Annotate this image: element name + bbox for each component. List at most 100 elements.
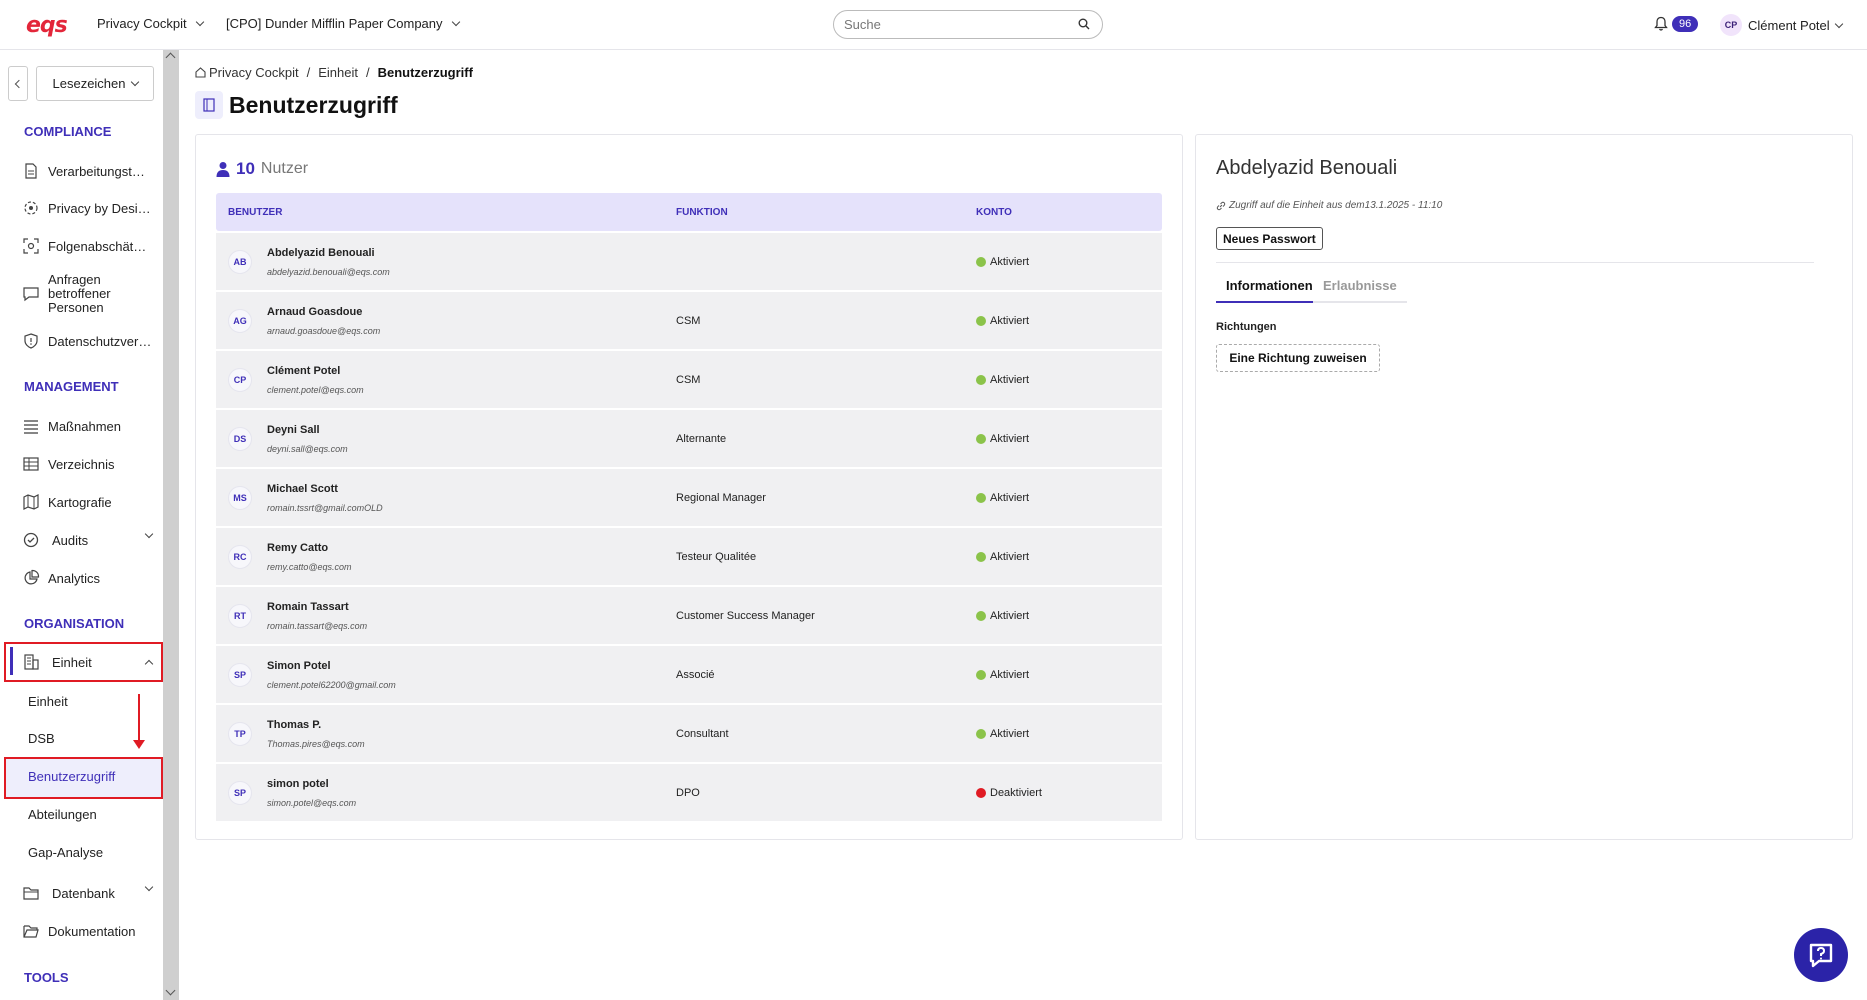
breadcrumb-item[interactable]: Einheit: [318, 65, 358, 80]
account-status: Aktiviert: [976, 492, 1029, 504]
status-label: Aktiviert: [990, 433, 1030, 445]
status-dot: [976, 611, 986, 621]
main-content: Privacy Cockpit / Einheit / Benutzerzugr…: [179, 50, 1867, 1000]
search-input[interactable]: [844, 17, 1064, 32]
table-row[interactable]: RT Romain Tassart romain.tassart@eqs.com Cu…: [216, 587, 1162, 644]
bookmarks-dropdown[interactable]: Lesezeichen: [36, 66, 154, 101]
sidebar-item-breaches[interactable]: Datenschutzverletzungen: [22, 332, 152, 350]
status-dot: [976, 729, 986, 739]
avatar: MS: [228, 486, 252, 510]
sidebar-item-subject-requests[interactable]: Anfragen betroffener Personen: [22, 273, 152, 315]
sidebar: Lesezeichen COMPLIANCE Verarbeitungstäti…: [0, 50, 163, 1000]
sidebar-item-processing[interactable]: Verarbeitungstätigkeiten: [22, 162, 152, 180]
table-row[interactable]: MS Michael Scott romain.tssrt@gmail.comOLD…: [216, 469, 1162, 526]
sidebar-item-label: Verzeichnis: [48, 456, 115, 472]
scroll-up-icon[interactable]: [165, 52, 176, 63]
users-count: 10: [236, 159, 255, 178]
help-chat-button[interactable]: [1794, 928, 1848, 982]
tab-information[interactable]: Informationen: [1216, 278, 1323, 303]
detail-user-name: Abdelyazid Benouali: [1216, 157, 1398, 179]
document-icon: [25, 163, 37, 179]
chat-icon: [23, 287, 39, 302]
sidebar-item-cartography[interactable]: Kartografie: [22, 493, 152, 511]
user-name: Remy Catto: [267, 542, 329, 554]
status-label: Aktiviert: [990, 728, 1030, 740]
user-name: Michael Scott: [267, 483, 338, 495]
sidebar-item-label: Privacy by Design: [48, 200, 152, 216]
chevron-left-icon: [14, 79, 24, 89]
user-detail-card: Abdelyazid Benouali Zugriff auf die Einh…: [1195, 134, 1853, 840]
divider: [1216, 262, 1814, 263]
selected-background: [6, 759, 161, 797]
account-status: Aktiviert: [976, 374, 1029, 386]
column-account[interactable]: KONTO: [976, 207, 1012, 218]
module-dropdown[interactable]: Privacy Cockpit: [97, 16, 204, 31]
status-dot: [976, 788, 986, 798]
sidebar-item-label: Maßnahmen: [48, 418, 121, 434]
sidebar-item-label: Folgenabschätzungen: [48, 238, 152, 254]
table-row[interactable]: CP Clément Potel clement.potel@eqs.com CSM A…: [216, 351, 1162, 408]
folder-open-icon: [23, 925, 39, 938]
table-row[interactable]: DS Deyni Sall deyni.sall@eqs.com Alternante…: [216, 410, 1162, 467]
new-password-button[interactable]: Neues Passwort: [1216, 227, 1323, 250]
table-row[interactable]: SP simon potel simon.potel@eqs.com DPO Deakt…: [216, 764, 1162, 821]
status-label: Aktiviert: [990, 551, 1030, 563]
search-icon[interactable]: [1078, 18, 1090, 30]
sidebar-subitem-user-access[interactable]: Benutzerzugriff: [28, 769, 116, 784]
sidebar-scrollbar[interactable]: [163, 50, 179, 1000]
directions-label: Richtungen: [1216, 321, 1277, 333]
table-row[interactable]: AG Arnaud Goasdoue arnaud.goasdoue@eqs.com…: [216, 292, 1162, 349]
user-menu[interactable]: CP Clément Potel: [1720, 14, 1843, 36]
annotation-arrow: [133, 694, 145, 749]
sidebar-item-database[interactable]: Datenbank: [22, 882, 154, 902]
sidebar-item-analytics[interactable]: Analytics: [22, 569, 152, 587]
section-compliance: COMPLIANCE: [24, 124, 112, 139]
user-function: Testeur Qualitée: [676, 551, 757, 563]
bookmark-icon: [203, 98, 215, 112]
account-status: Aktiviert: [976, 433, 1029, 445]
breadcrumb-home[interactable]: Privacy Cockpit: [195, 65, 299, 80]
table-row[interactable]: RC Remy Catto remy.catto@eqs.com Testeur Qu…: [216, 528, 1162, 585]
check-circle-icon: [23, 532, 39, 548]
sidebar-item-impact-assessment[interactable]: Folgenabschätzungen: [22, 237, 152, 255]
sidebar-subitem-departments[interactable]: Abteilungen: [28, 807, 97, 822]
account-status: Aktiviert: [976, 256, 1029, 268]
building-icon: [24, 654, 39, 670]
sidebar-item-measures[interactable]: Maßnahmen: [22, 417, 152, 435]
user-name: Deyni Sall: [267, 424, 320, 436]
sidebar-item-entity[interactable]: Einheit: [22, 653, 154, 671]
status-label: Aktiviert: [990, 315, 1030, 327]
bell-icon[interactable]: [1654, 16, 1668, 32]
sidebar-item-directory[interactable]: Verzeichnis: [22, 455, 152, 473]
avatar: SP: [228, 781, 252, 805]
link-icon: [1216, 201, 1226, 210]
column-user[interactable]: BENUTZER: [228, 207, 283, 218]
avatar: CP: [228, 368, 252, 392]
status-dot: [976, 434, 986, 444]
avatar: RC: [228, 545, 252, 569]
account-status: Aktiviert: [976, 315, 1029, 327]
sidebar-item-audits[interactable]: Audits: [22, 529, 154, 549]
search-box: [833, 10, 1103, 39]
scroll-down-icon[interactable]: [165, 985, 176, 996]
sidebar-item-privacy-by-design[interactable]: Privacy by Design: [22, 199, 152, 217]
notification-badge[interactable]: 96: [1672, 16, 1699, 32]
users-card: 10 Nutzer BENUTZER FUNKTION KONTO AB Abde…: [195, 134, 1183, 840]
sidebar-subitem-gap-analysis[interactable]: Gap-Analyse: [28, 845, 104, 860]
table-row[interactable]: SP Simon Potel clement.potel62200@gmail.co…: [216, 646, 1162, 703]
table-row[interactable]: AB Abdelyazid Benouali abdelyazid.benouali…: [216, 233, 1162, 290]
column-function[interactable]: FUNKTION: [676, 207, 728, 218]
sidebar-item-documentation[interactable]: Dokumentation: [22, 922, 152, 940]
user-name: Thomas P.: [267, 719, 322, 731]
home-icon: [195, 67, 206, 78]
sidebar-subitem-dpo[interactable]: DSB: [28, 731, 55, 746]
tab-permissions[interactable]: Erlaubnisse: [1313, 278, 1407, 303]
eqs-logo[interactable]: eqs: [26, 13, 68, 38]
assign-direction-button[interactable]: Eine Richtung zuweisen: [1216, 344, 1380, 372]
sidebar-subitem-entity[interactable]: Einheit: [28, 694, 68, 709]
section-tools: TOOLS: [24, 970, 69, 985]
company-dropdown[interactable]: [CPO] Dunder Mifflin Paper Company: [226, 16, 460, 31]
table-row[interactable]: TP Thomas P. Thomas.pires@eqs.com Consultan…: [216, 705, 1162, 762]
sidebar-item-label: Verarbeitungstätigkeiten: [48, 163, 152, 179]
collapse-sidebar-button[interactable]: [8, 66, 28, 101]
